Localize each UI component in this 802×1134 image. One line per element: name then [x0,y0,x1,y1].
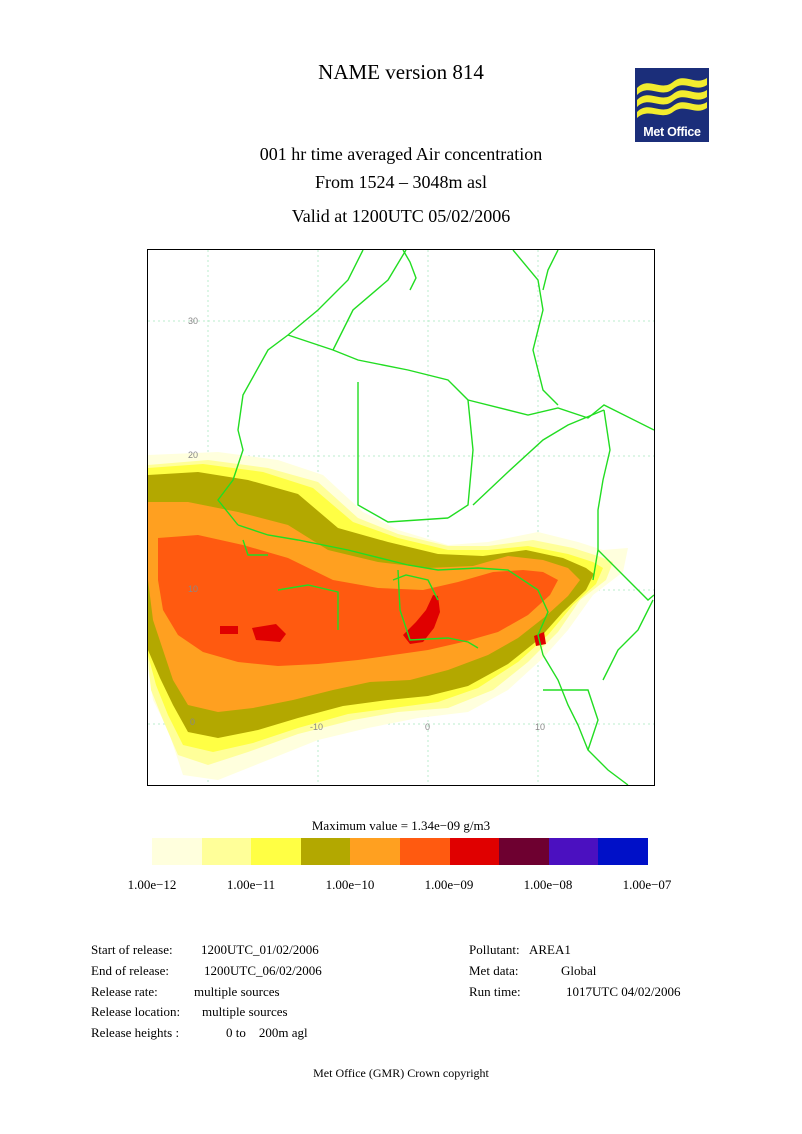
country-borders [217,250,654,785]
start-of-release-label: Start of release: [91,942,173,957]
plot-subtitle-quantity: 001 hr time averaged Air concentration [259,144,543,164]
logo-text: Met Office [643,125,701,139]
legend-swatch [350,838,400,865]
legend-swatch [548,838,599,865]
plume-band-high-east [534,632,546,646]
legend-tick-label: 1.00e−11 [226,877,276,892]
met-data-label: Met data: [469,963,519,978]
legend-tick-label: 1.00e−08 [523,877,573,892]
legend-swatch [152,838,202,865]
lat-label-20: 20 [188,450,198,460]
run-time-value: 1017UTC 04/02/2006 [566,984,681,999]
release-location-label: Release location: [91,1004,181,1019]
met-data-value: Global [561,963,597,978]
release-location-value: multiple sources [202,1004,288,1019]
legend-tick-label: 1.00e−07 [622,877,672,892]
pollutant-value: AREA1 [529,942,571,957]
copyright-footer: Met Office (GMR) Crown copyright [313,1066,489,1080]
concentration-map: 30 20 10 0 -10 0 10 [147,249,655,786]
plume-band-high [403,595,440,644]
page-title: NAME version 814 [318,60,484,84]
lat-label-10: 10 [188,584,198,594]
end-of-release-value: 1200UTC_06/02/2006 [204,963,322,978]
plot-valid-time: Valid at 1200UTC 05/02/2006 [291,206,511,226]
logo-waves-icon [637,78,707,118]
legend-tick-label: 1.00e−12 [127,877,177,892]
end-of-release-label: End of release: [91,963,169,978]
lon-label-10: 10 [535,722,545,732]
release-heights-label: Release heights : [91,1025,180,1040]
legend-swatch [251,838,301,865]
start-of-release-value: 1200UTC_01/02/2006 [201,942,319,957]
legend-tick-label: 1.00e−10 [325,877,375,892]
plot-subtitle-levels: From 1524 – 3048m asl [314,172,487,192]
release-heights-value: 0 to 200m agl [226,1025,308,1040]
release-rate-value: multiple sources [194,984,280,999]
legend-swatch [201,838,252,865]
pollutant-label: Pollutant: [469,942,520,957]
lat-label-30: 30 [188,316,198,326]
color-legend [152,838,648,865]
map-canvas: 30 20 10 0 -10 0 10 [148,250,654,785]
met-office-logo: Met Office [635,68,709,142]
lon-label-m10: -10 [310,722,323,732]
concentration-plume [148,452,628,780]
maximum-value-label: Maximum value = 1.34e−09 g/m3 [311,818,491,833]
legend-swatch [399,838,450,865]
legend-swatch [499,838,549,865]
lon-label-0: 0 [425,722,430,732]
lat-label-0: 0 [190,717,195,727]
legend-swatch [449,838,500,865]
legend-tick-label: 1.00e−09 [424,877,474,892]
release-rate-label: Release rate: [91,984,158,999]
legend-swatch [598,838,648,865]
plume-band-high-small [220,626,238,634]
run-time-label: Run time: [469,984,521,999]
plume-band-high-west [252,624,286,642]
legend-swatch [300,838,351,865]
